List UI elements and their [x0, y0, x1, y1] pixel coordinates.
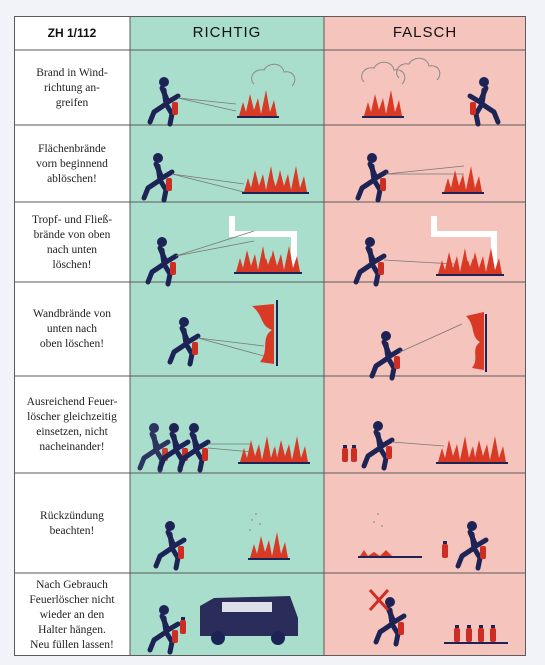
wrong-wall-pictogram [372, 312, 487, 378]
wrong-wind-pictogram [361, 57, 498, 124]
correct-column-bg [130, 16, 324, 656]
wrong-refill-pictogram [368, 588, 508, 644]
row-label-multiple-extinguishers: Ausreichend Feuer-löscher gleichzeitig ei… [26, 396, 118, 453]
label-column-bg [14, 16, 130, 656]
row-label-wall-fires: Wandbrände von unten nach oben löschen! [33, 308, 111, 350]
row-label-wind-direction: Brand in Wind-richtung an-greifen [36, 66, 108, 109]
correct-wall-pictogram [170, 300, 278, 366]
correct-refill-pictogram [150, 596, 298, 652]
correct-multiple-pictogram [140, 423, 310, 470]
sheet-code: ZH 1/112 [47, 26, 97, 40]
wrong-multiple-pictogram [342, 421, 508, 468]
correct-reignition-pictogram [156, 513, 290, 568]
sheet-grid [14, 16, 526, 656]
row-label-surface-fires: Flächenbrände vorn beginnend ablöschen! [36, 142, 108, 185]
correct-surface-pictogram [144, 153, 309, 200]
pictogram-layer [14, 57, 508, 656]
correct-dripping-pictogram [148, 216, 302, 284]
wrong-dripping-pictogram [356, 216, 504, 284]
wrong-header: FALSCH [392, 24, 458, 41]
row-label-reignition: Rückzündung beachten! [40, 509, 104, 537]
wrong-surface-pictogram [358, 153, 484, 200]
wrong-reignition-pictogram [358, 513, 486, 568]
correct-wind-pictogram [150, 63, 296, 124]
correct-header: RICHTIG [192, 24, 262, 41]
row-label-refill: Nach Gebrauch Feuerlöscher nicht wieder an… [29, 578, 115, 651]
wrong-column-bg [324, 16, 526, 656]
fire-extinguisher-instruction-sheet: ZH 1/112 RICHTIG FALSCH Brand in Wind-ri… [14, 16, 526, 656]
row-label-dripping-fires: Tropf- und Fließ-brände von oben nach unt… [31, 213, 113, 271]
